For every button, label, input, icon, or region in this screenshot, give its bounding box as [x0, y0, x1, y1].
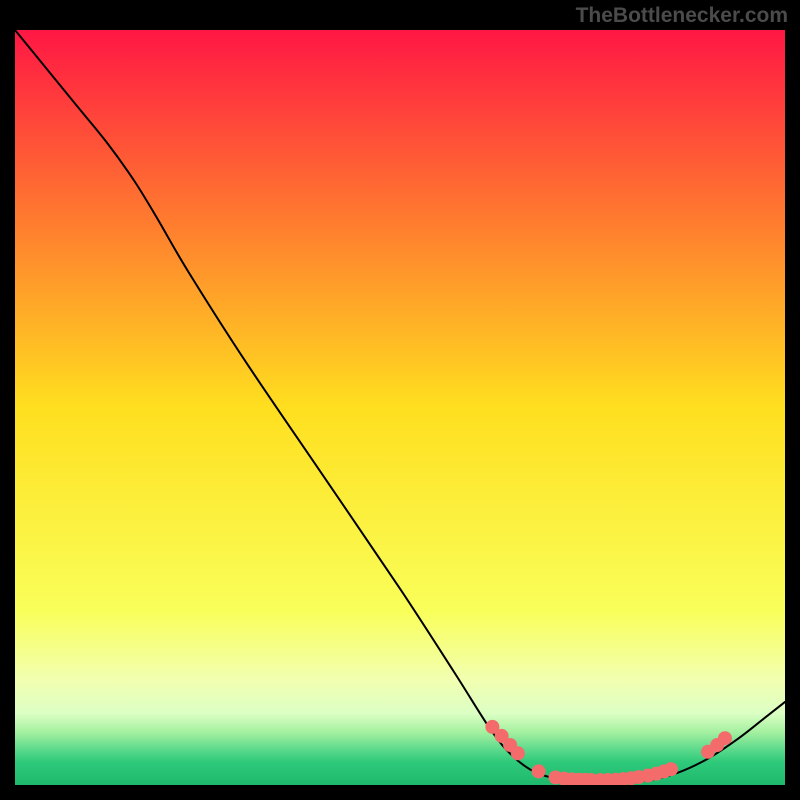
- watermark-text: TheBottlenecker.com: [576, 4, 788, 28]
- gradient-background: [15, 30, 785, 785]
- plot-svg: [15, 30, 785, 785]
- chart-container: TheBottlenecker.com: [0, 0, 800, 800]
- data-marker: [664, 762, 678, 776]
- data-marker: [511, 746, 525, 760]
- data-marker: [532, 764, 546, 778]
- plot-area: [15, 30, 785, 785]
- data-marker: [718, 731, 732, 745]
